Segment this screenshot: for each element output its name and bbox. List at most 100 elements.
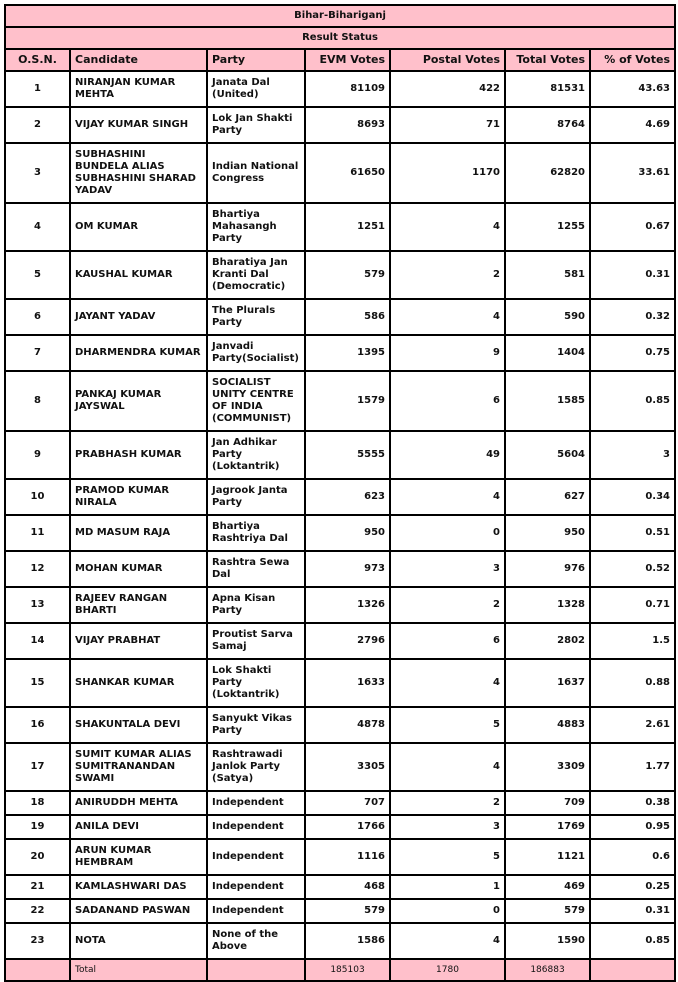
percent-votes-cell: 0.67 bbox=[588, 202, 677, 252]
percent-votes-cell: 0.71 bbox=[588, 586, 677, 624]
osn-cell: 14 bbox=[4, 622, 71, 660]
table-row: 19 ANILA DEVI Independent 1766 3 1769 0.95 bbox=[4, 814, 677, 840]
evm-votes-cell: 623 bbox=[304, 478, 391, 516]
col-evm-votes: EVM Votes bbox=[304, 48, 391, 72]
total-votes-cell: 627 bbox=[504, 478, 591, 516]
party-cell: Bhartiya Rashtriya Dal bbox=[206, 514, 306, 552]
party-cell: The Plurals Party bbox=[206, 298, 306, 336]
percent-votes-cell: 0.85 bbox=[588, 370, 677, 432]
party-cell: Independent bbox=[206, 874, 306, 900]
osn-cell: 11 bbox=[4, 514, 71, 552]
candidate-cell: SHAKUNTALA DEVI bbox=[69, 706, 208, 744]
osn-cell: 6 bbox=[4, 298, 71, 336]
party-cell: Jan Adhikar Party (Loktantrik) bbox=[206, 430, 306, 480]
evm-votes-cell: 1395 bbox=[304, 334, 391, 372]
table-row: 23 NOTA None of the Above 1586 4 1590 0.85 bbox=[4, 922, 677, 960]
postal-votes-cell: 2 bbox=[389, 250, 506, 300]
candidate-cell: KAUSHAL KUMAR bbox=[69, 250, 208, 300]
percent-votes-cell: 0.75 bbox=[588, 334, 677, 372]
total-votes-cell: 1328 bbox=[504, 586, 591, 624]
candidate-cell: OM KUMAR bbox=[69, 202, 208, 252]
party-cell: Janata Dal (United) bbox=[206, 70, 306, 108]
evm-votes-cell: 1326 bbox=[304, 586, 391, 624]
total-votes-cell: 1585 bbox=[504, 370, 591, 432]
title-row: Bihar-Bihariganj bbox=[3, 4, 677, 28]
evm-votes-cell: 707 bbox=[304, 790, 391, 816]
table-row: 22 SADANAND PASWAN Independent 579 0 579 0.31 bbox=[4, 898, 677, 924]
evm-votes-cell: 3305 bbox=[304, 742, 391, 792]
percent-votes-cell: 4.69 bbox=[588, 106, 677, 144]
osn-cell: 1 bbox=[4, 70, 71, 108]
candidate-cell: MD MASUM RAJA bbox=[69, 514, 208, 552]
osn-cell: 5 bbox=[4, 250, 71, 300]
postal-votes-cell: 4 bbox=[389, 742, 506, 792]
postal-votes-cell: 4 bbox=[389, 298, 506, 336]
osn-cell: 20 bbox=[4, 838, 71, 876]
evm-votes-cell: 2796 bbox=[304, 622, 391, 660]
table-row: 16 SHAKUNTALA DEVI Sanyukt Vikas Party 4878… bbox=[4, 706, 677, 744]
evm-votes-cell: 468 bbox=[304, 874, 391, 900]
candidate-cell: PRAMOD KUMAR NIRALA bbox=[69, 478, 208, 516]
col-postal-votes: Postal Votes bbox=[389, 48, 506, 72]
postal-votes-cell: 49 bbox=[389, 430, 506, 480]
evm-votes-cell: 950 bbox=[304, 514, 391, 552]
table-row: 9 PRABHASH KUMAR Jan Adhikar Party (Loktan… bbox=[4, 430, 677, 480]
evm-votes-cell: 81109 bbox=[304, 70, 391, 108]
table-row: 4 OM KUMAR Bhartiya Mahasangh Party 1251 4 12… bbox=[4, 202, 677, 252]
col-candidate: Candidate bbox=[69, 48, 208, 72]
party-cell: Lok Shakti Party (Loktantrik) bbox=[206, 658, 306, 708]
evm-votes-cell: 1579 bbox=[304, 370, 391, 432]
party-cell: Rashtrawadi Janlok Party (Satya) bbox=[206, 742, 306, 792]
col-total-votes: Total Votes bbox=[504, 48, 591, 72]
party-cell: Apna Kisan Party bbox=[206, 586, 306, 624]
party-cell: Independent bbox=[206, 838, 306, 876]
party-cell: Independent bbox=[206, 790, 306, 816]
table-row: 17 SUMIT KUMAR ALIAS SUMITRANANDAN SWAMI R… bbox=[4, 742, 677, 792]
candidate-cell: ARUN KUMAR HEMBRAM bbox=[69, 838, 208, 876]
postal-votes-cell: 5 bbox=[389, 706, 506, 744]
postal-votes-cell: 4 bbox=[389, 658, 506, 708]
postal-votes-cell: 6 bbox=[389, 370, 506, 432]
osn-cell: 9 bbox=[4, 430, 71, 480]
party-cell: Lok Jan Shakti Party bbox=[206, 106, 306, 144]
table-row: 8 PANKAJ KUMAR JAYSWAL SOCIALIST UNITY CEN… bbox=[4, 370, 677, 432]
osn-cell: 16 bbox=[4, 706, 71, 744]
constituency-title: Bihar-Bihariganj bbox=[3, 4, 677, 28]
candidate-cell: ANIRUDDH MEHTA bbox=[69, 790, 208, 816]
postal-votes-cell: 3 bbox=[389, 550, 506, 588]
table-row: 10 PRAMOD KUMAR NIRALA Jagrook Janta Party… bbox=[4, 478, 677, 516]
postal-votes-cell: 2 bbox=[389, 790, 506, 816]
col-party: Party bbox=[206, 48, 306, 72]
candidate-cell: SHANKAR KUMAR bbox=[69, 658, 208, 708]
total-votes-cell: 950 bbox=[504, 514, 591, 552]
table-row: 5 KAUSHAL KUMAR Bharatiya Jan Kranti Dal (… bbox=[4, 250, 677, 300]
osn-cell: 17 bbox=[4, 742, 71, 792]
evm-votes-cell: 1586 bbox=[304, 922, 391, 960]
table-row: 11 MD MASUM RAJA Bhartiya Rashtriya Dal 950… bbox=[4, 514, 677, 552]
candidate-cell: SUMIT KUMAR ALIAS SUMITRANANDAN SWAMI bbox=[69, 742, 208, 792]
results-table: Bihar-Bihariganj Result Status O.S.N. Ca… bbox=[3, 4, 677, 982]
totals-blank bbox=[4, 958, 71, 982]
postal-votes-cell: 422 bbox=[389, 70, 506, 108]
col-percent-votes: % of Votes bbox=[588, 48, 677, 72]
percent-votes-cell: 0.95 bbox=[588, 814, 677, 840]
total-votes-cell: 81531 bbox=[504, 70, 591, 108]
percent-votes-cell: 33.61 bbox=[588, 142, 677, 204]
table-row: 3 SUBHASHINI BUNDELA ALIAS SUBHASHINI SHA… bbox=[4, 142, 677, 204]
evm-votes-cell: 8693 bbox=[304, 106, 391, 144]
totals-total: 186883 bbox=[504, 958, 591, 982]
candidate-cell: JAYANT YADAV bbox=[69, 298, 208, 336]
osn-cell: 7 bbox=[4, 334, 71, 372]
total-votes-cell: 709 bbox=[504, 790, 591, 816]
total-votes-cell: 1255 bbox=[504, 202, 591, 252]
postal-votes-cell: 4 bbox=[389, 478, 506, 516]
candidate-cell: KAMLASHWARI DAS bbox=[69, 874, 208, 900]
osn-cell: 15 bbox=[4, 658, 71, 708]
evm-votes-cell: 579 bbox=[304, 898, 391, 924]
evm-votes-cell: 1633 bbox=[304, 658, 391, 708]
party-cell: Rashtra Sewa Dal bbox=[206, 550, 306, 588]
osn-cell: 4 bbox=[4, 202, 71, 252]
party-cell: Independent bbox=[206, 898, 306, 924]
result-status-heading: Result Status bbox=[3, 26, 677, 50]
percent-votes-cell: 0.34 bbox=[588, 478, 677, 516]
